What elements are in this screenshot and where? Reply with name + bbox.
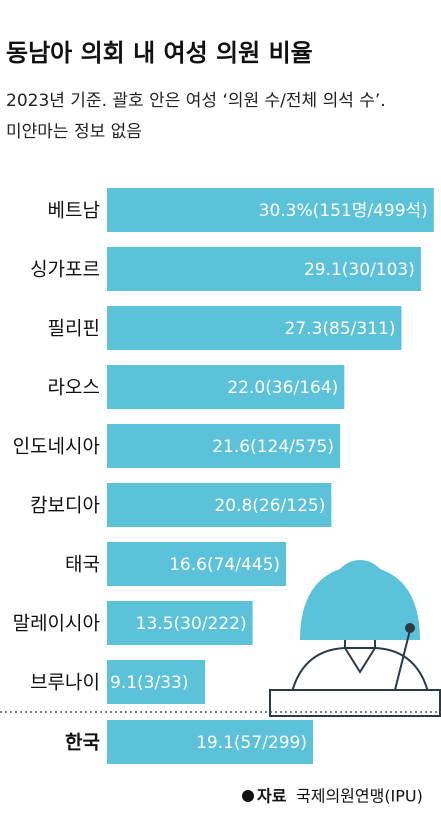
y-tick-label: 베트남 [48, 200, 100, 222]
bar [107, 365, 345, 409]
y-tick-label: 한국 [65, 732, 100, 754]
value-label: 19.1(57/299) [196, 733, 307, 753]
y-tick-label: 인도네시아 [13, 436, 100, 458]
source-label: 자료 [257, 787, 287, 806]
bullet [242, 790, 254, 802]
chart-title: 동남아 의회 내 여성 의원 비율 [6, 39, 313, 67]
bar [107, 720, 314, 764]
value-label: 27.3(85/311) [285, 319, 396, 339]
value-label: 22.0(36/164) [227, 378, 338, 398]
y-tick-label: 말레이시아 [13, 613, 100, 635]
subtitle: 2023년 기준. 괄호 안은 여성 ‘의원 수/전체 의석 수’. [6, 91, 386, 111]
value-label: 9.1(3/33) [110, 673, 188, 693]
bar [107, 306, 402, 350]
y-tick-label: 브루나이 [30, 672, 100, 694]
value-label: 21.6(124/575) [212, 437, 334, 457]
y-tick-label: 태국 [65, 554, 100, 576]
value-label: 13.5(30/222) [136, 614, 247, 634]
bar [107, 247, 421, 291]
y-tick-label: 필리핀 [48, 318, 100, 340]
bar [107, 660, 206, 704]
bar [107, 188, 434, 232]
illustration [269, 560, 441, 717]
y-tick-label: 싱가포르 [30, 259, 100, 281]
value-label: 16.6(74/445) [169, 555, 280, 575]
bar [107, 601, 253, 645]
subtitle: 미얀마는 정보 없음 [6, 122, 142, 142]
value-label: 29.1(30/103) [304, 260, 415, 280]
y-tick-label: 캄보디아 [30, 495, 100, 517]
bar [107, 542, 287, 586]
y-tick-label: 라오스 [48, 377, 100, 399]
value-label: 20.8(26/125) [214, 496, 325, 516]
value-label: 30.3%(151명/499석) [259, 201, 428, 221]
bar [107, 483, 332, 527]
bar [107, 424, 340, 468]
source-text: 국제의원연맹(IPU) [296, 787, 423, 806]
